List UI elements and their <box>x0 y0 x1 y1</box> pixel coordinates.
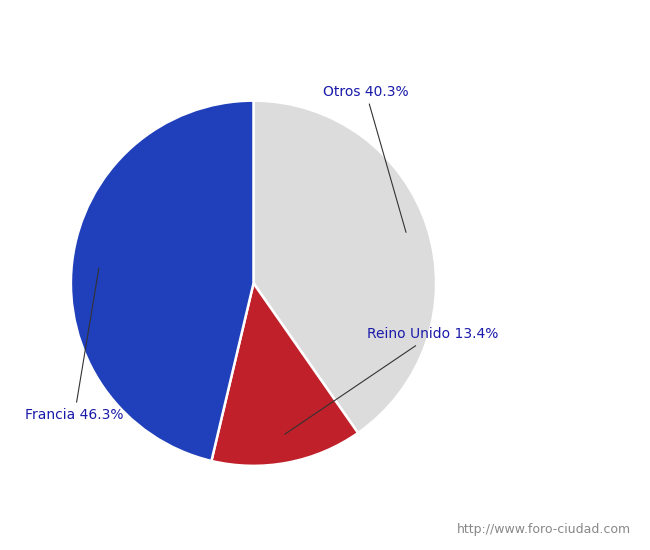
Text: Francia 46.3%: Francia 46.3% <box>25 268 124 422</box>
Wedge shape <box>211 283 358 466</box>
Text: Daimús - Turistas extranjeros según país - Abril de 2024: Daimús - Turistas extranjeros según país… <box>119 21 531 37</box>
Wedge shape <box>71 101 254 461</box>
Text: Reino Unido 13.4%: Reino Unido 13.4% <box>285 327 498 434</box>
Text: http://www.foro-ciudad.com: http://www.foro-ciudad.com <box>456 523 630 536</box>
Wedge shape <box>254 101 436 433</box>
Text: Otros 40.3%: Otros 40.3% <box>323 85 408 232</box>
